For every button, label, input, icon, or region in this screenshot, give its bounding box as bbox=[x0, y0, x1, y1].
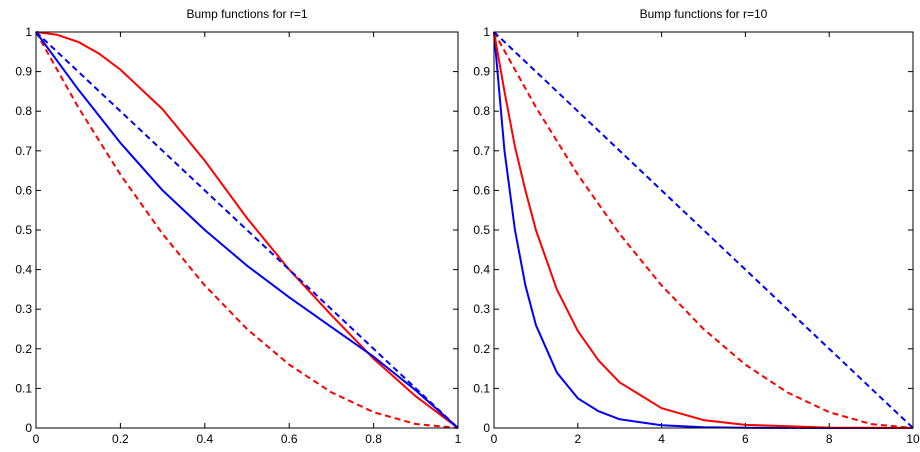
y-tick-label: 0.2 bbox=[473, 342, 490, 356]
chart-panel-1: Bump functions for r=1 0 0.2 0.4 0.6 0.8 1 0 0.1… bbox=[15, 7, 461, 446]
x-tick-label: 0 bbox=[33, 432, 40, 446]
y-tick-label: 0.3 bbox=[473, 302, 490, 316]
x-tick-label: 0.4 bbox=[196, 432, 213, 446]
y-tick-label: 0 bbox=[25, 421, 32, 435]
x-tick-label: 0.6 bbox=[281, 432, 298, 446]
series-line-4 bbox=[493, 31, 914, 429]
x-tick-label: 10 bbox=[906, 432, 920, 446]
series-line-3 bbox=[493, 31, 914, 429]
y-tick-label: 0.8 bbox=[473, 104, 490, 118]
y-tick-label: 1 bbox=[25, 25, 32, 39]
chart-title: Bump functions for r=10 bbox=[640, 7, 768, 21]
series-line-3 bbox=[35, 31, 459, 429]
chart-title: Bump functions for r=1 bbox=[186, 7, 307, 21]
y-tick-label: 0.4 bbox=[473, 263, 490, 277]
series-line-4 bbox=[35, 31, 459, 429]
x-tick-label: 0 bbox=[491, 432, 498, 446]
y-tick-label: 0.9 bbox=[473, 65, 490, 79]
x-tick-label: 0.2 bbox=[112, 432, 129, 446]
y-tick-label: 0.5 bbox=[473, 223, 490, 237]
series-line-1 bbox=[35, 31, 459, 429]
y-tick-label: 0.1 bbox=[15, 381, 32, 395]
y-tick-label: 0.1 bbox=[473, 381, 490, 395]
y-tick-label: 0.7 bbox=[15, 144, 32, 158]
series-line-2 bbox=[35, 31, 459, 429]
y-tick-label: 1 bbox=[483, 25, 490, 39]
y-tick-label: 0.9 bbox=[15, 65, 32, 79]
x-tick-label: 1 bbox=[455, 432, 462, 446]
x-tick-label: 0.8 bbox=[365, 432, 382, 446]
y-tick-label: 0.6 bbox=[15, 183, 32, 197]
y-tick-label: 0.8 bbox=[15, 104, 32, 118]
x-tick-label: 8 bbox=[826, 432, 833, 446]
x-tick-label: 4 bbox=[658, 432, 665, 446]
x-tick-label: 6 bbox=[742, 432, 749, 446]
y-tick-label: 0 bbox=[483, 421, 490, 435]
y-tick-label: 0.7 bbox=[473, 144, 490, 158]
x-tick-label: 2 bbox=[574, 432, 581, 446]
y-tick-label: 0.5 bbox=[15, 223, 32, 237]
y-tick-label: 0.3 bbox=[15, 302, 32, 316]
y-tick-label: 0.6 bbox=[473, 183, 490, 197]
y-tick-label: 0.2 bbox=[15, 342, 32, 356]
series-line-2 bbox=[493, 31, 914, 429]
chart-panel-2: Bump functions for r=10 0 2 4 6 8 10 0 0.1 0.2 0.3… bbox=[473, 7, 920, 446]
y-tick-label: 0.4 bbox=[15, 263, 32, 277]
